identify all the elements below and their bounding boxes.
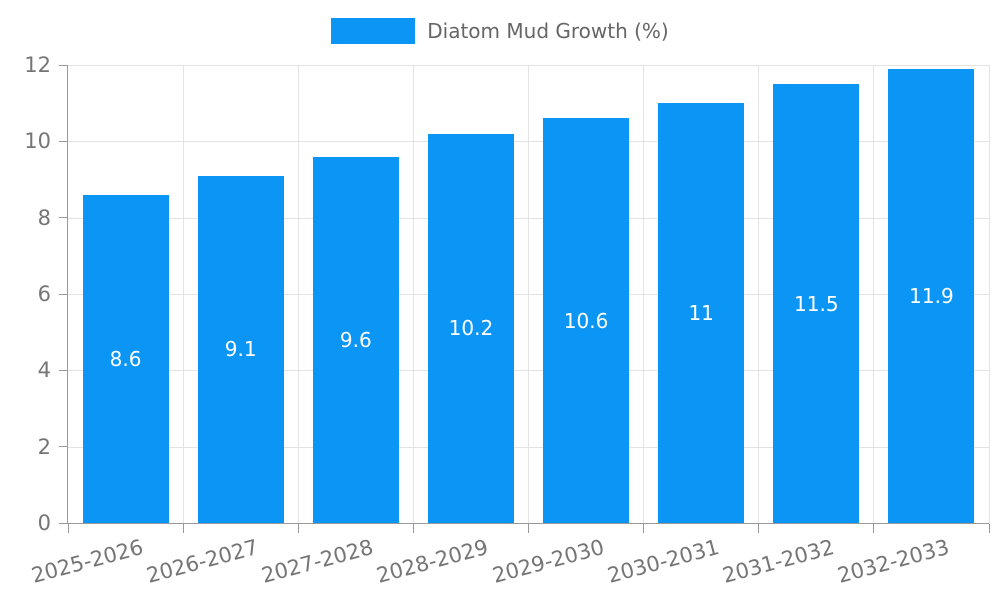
x-axis-tick: [758, 524, 760, 533]
y-axis-label: 10: [24, 129, 51, 154]
x-gridline: [758, 65, 760, 523]
bar[interactable]: 9.1: [197, 175, 284, 523]
x-gridline: [988, 65, 990, 523]
y-axis-tick: [59, 369, 67, 371]
bar-chart-plot-area: 0 2 4 6 8 10 12 8.6 9.1 9.6 10.2 10.6 11 11.5 11.9 2025…: [24, 53, 990, 588]
x-axis-tick: [643, 524, 645, 533]
x-gridline: [528, 65, 529, 523]
x-axis-label: 2032-2033: [834, 535, 952, 588]
bar[interactable]: 11.5: [773, 84, 860, 523]
x-axis-label: 2031-2032: [719, 535, 837, 588]
y-axis-tick: [59, 217, 67, 219]
y-axis-label: 6: [37, 282, 51, 306]
x-axis-label: 2028-2029: [374, 535, 492, 588]
bar[interactable]: 10.2: [427, 133, 514, 523]
bar-value-label: 10.6: [563, 308, 609, 333]
legend-swatch: [331, 18, 416, 44]
bar[interactable]: 10.6: [543, 118, 630, 523]
x-gridline: [412, 65, 414, 523]
chart-legend[interactable]: Diatom Mud Growth (%): [0, 18, 1000, 44]
bar[interactable]: 8.6: [82, 194, 169, 523]
x-axis-tick: [988, 524, 990, 533]
x-axis-tick: [297, 524, 299, 533]
y-axis-tick: [59, 140, 67, 142]
y-axis-label: 4: [37, 358, 51, 383]
x-axis-label: 2029-2030: [489, 535, 607, 588]
bar-value-label: 9.1: [224, 337, 257, 362]
x-axis-label: 2027-2028: [259, 535, 377, 588]
x-axis-tick: [873, 524, 875, 533]
bar-value-label: 9.6: [339, 327, 372, 352]
y-axis-label: 8: [37, 205, 51, 230]
x-gridline: [873, 65, 875, 523]
x-axis-label: 2026-2027: [144, 535, 261, 588]
x-axis-tick: [182, 524, 184, 533]
x-gridline: [643, 65, 645, 523]
y-axis-tick: [59, 446, 67, 448]
x-axis-tick: [67, 524, 69, 533]
bar-value-label: 11.9: [909, 283, 954, 308]
y-axis-label: 12: [24, 53, 51, 77]
x-gridline: [182, 65, 184, 523]
legend-label: Diatom Mud Growth (%): [427, 19, 669, 43]
x-axis-tick: [528, 524, 529, 533]
x-gridline: [297, 65, 299, 523]
bar-value-label: 11: [688, 301, 714, 326]
x-axis-tick: [412, 524, 414, 533]
y-axis-label: 2: [37, 434, 51, 459]
y-axis-tick: [59, 522, 67, 524]
bar[interactable]: 11: [658, 103, 745, 523]
bar-value-label: 10.2: [448, 316, 494, 341]
y-axis-tick: [59, 64, 67, 66]
x-axis-label: 2025-2026: [28, 535, 146, 588]
bar-value-label: 11.5: [794, 291, 839, 316]
bar[interactable]: 9.6: [312, 156, 399, 523]
y-axis-label: 0: [37, 511, 51, 535]
bar-value-label: 8.6: [109, 346, 142, 371]
x-axis-label: 2030-2031: [604, 535, 722, 588]
y-axis-tick: [59, 293, 67, 295]
bar[interactable]: 11.9: [888, 68, 975, 523]
